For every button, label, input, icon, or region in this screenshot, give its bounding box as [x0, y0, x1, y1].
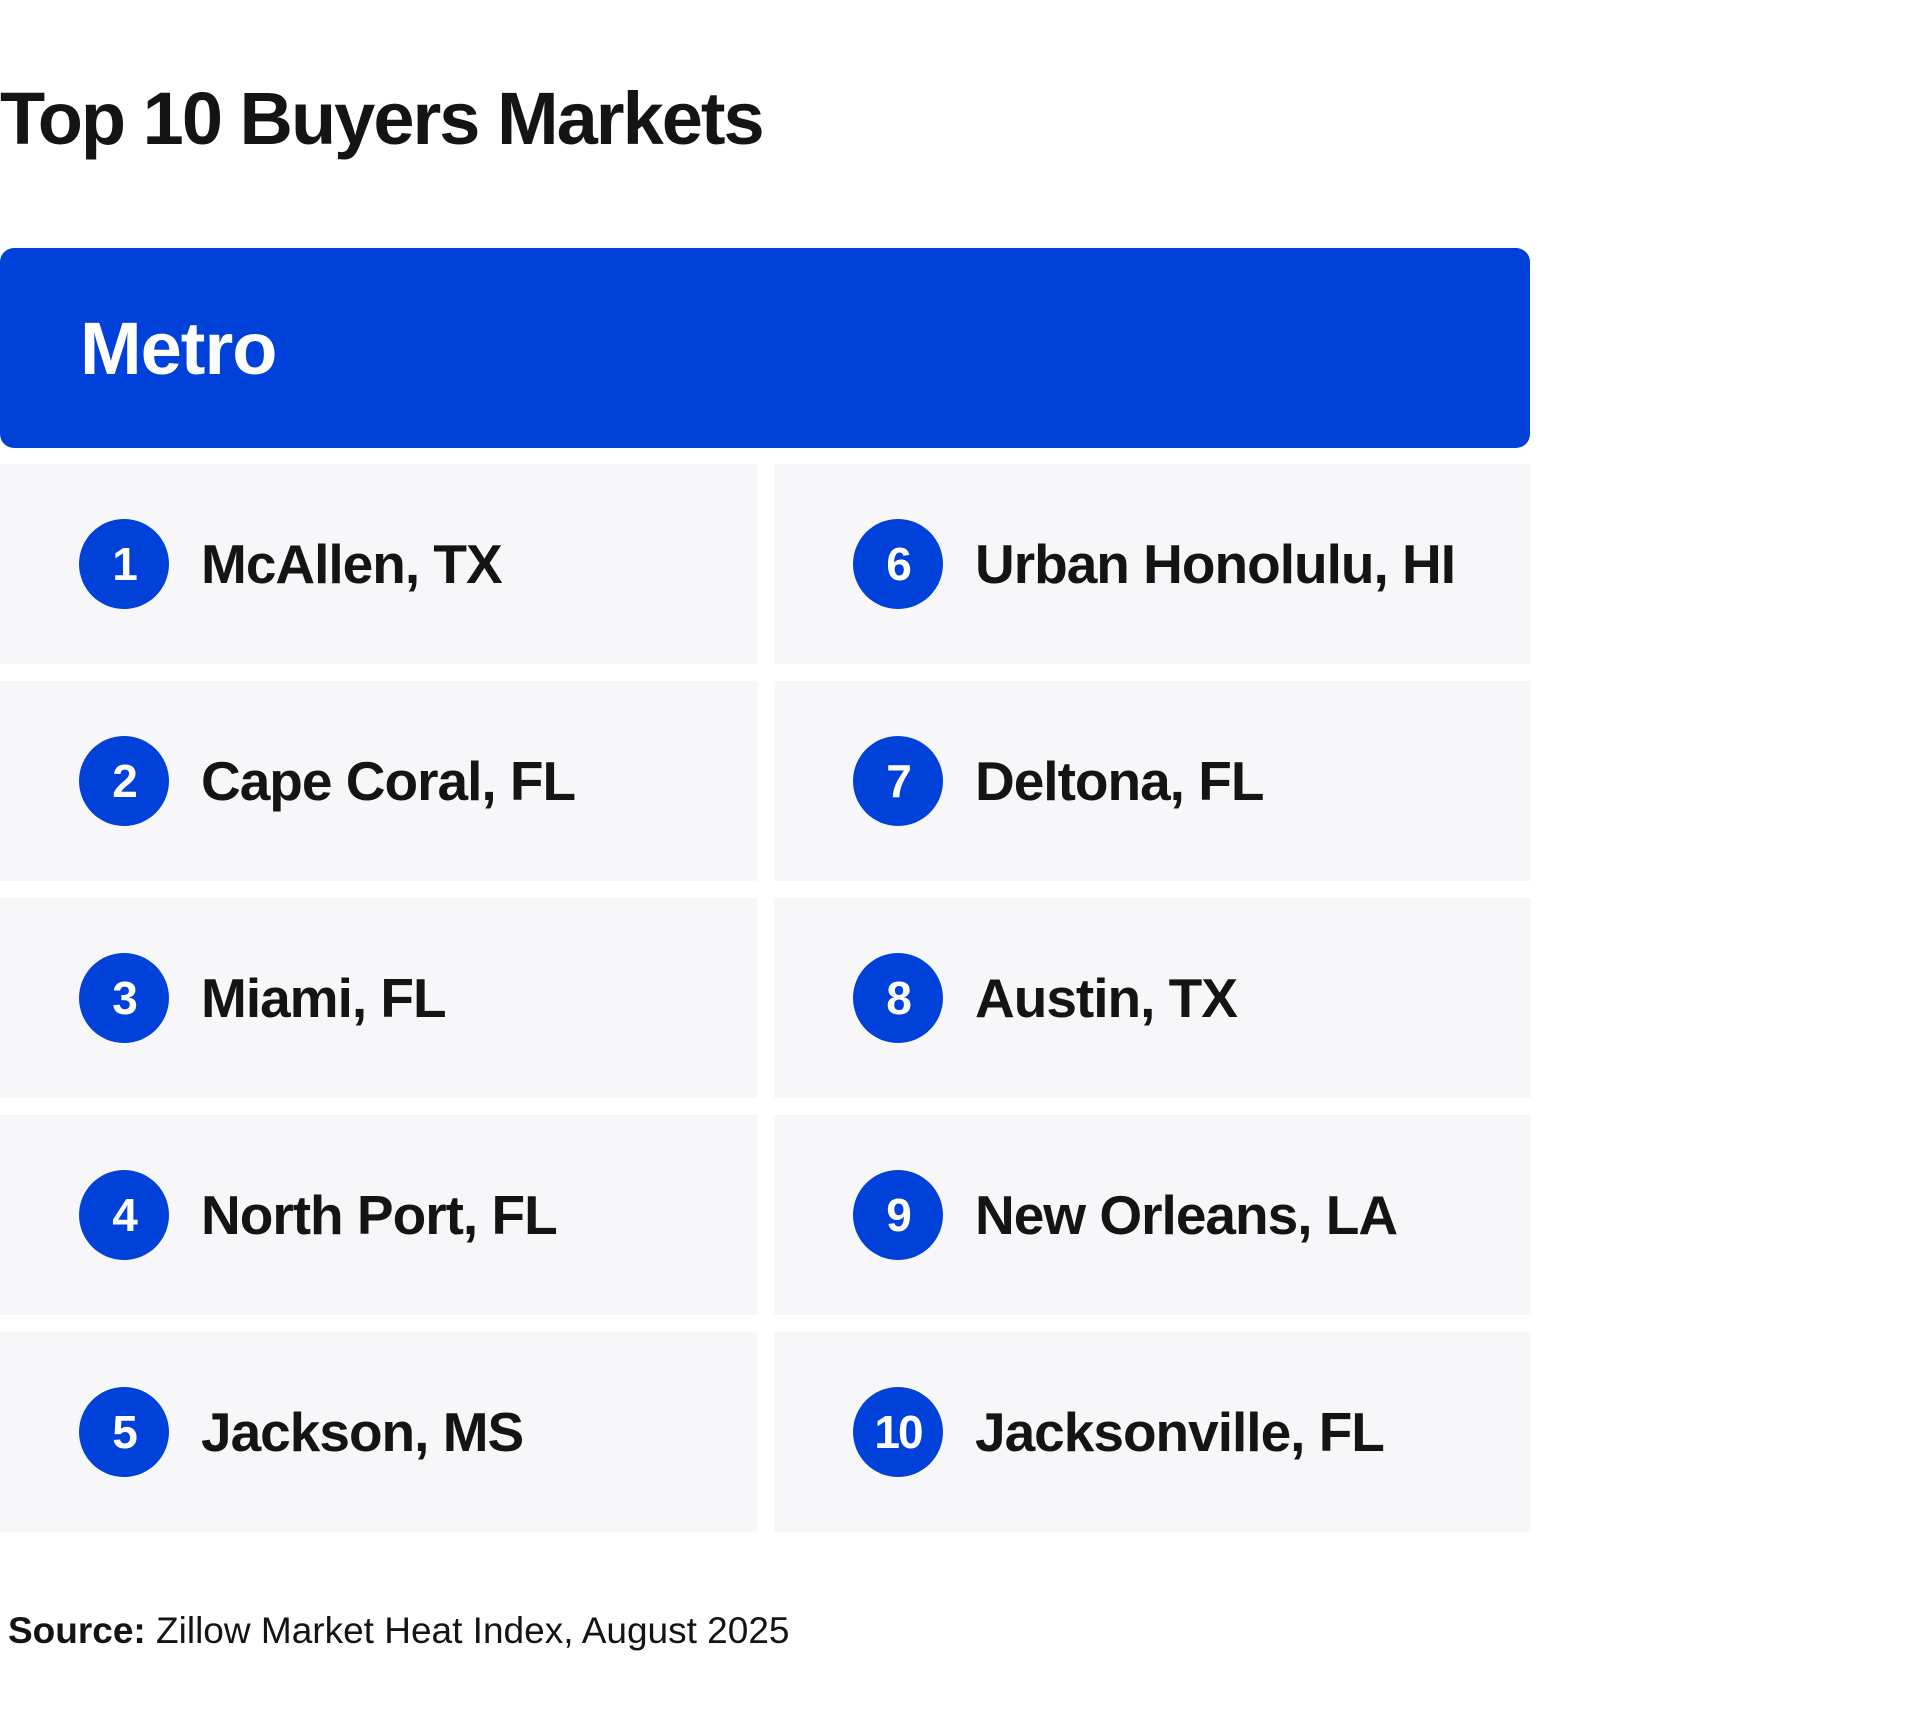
- market-item: 7 Deltona, FL: [774, 681, 1531, 881]
- market-item: 3 Miami, FL: [0, 898, 757, 1098]
- market-item: 5 Jackson, MS: [0, 1332, 757, 1532]
- market-item: 1 McAllen, TX: [0, 464, 757, 664]
- market-item: 10 Jacksonville, FL: [774, 1332, 1531, 1532]
- rank-badge: 2: [79, 736, 169, 826]
- rank-badge: 7: [853, 736, 943, 826]
- metro-name: Deltona, FL: [975, 750, 1264, 812]
- metro-name: Jackson, MS: [201, 1401, 524, 1463]
- metro-name: Jacksonville, FL: [975, 1401, 1385, 1463]
- markets-grid: 1 McAllen, TX 2 Cape Coral, FL 3 Miami, …: [0, 464, 1531, 1532]
- rank-badge: 9: [853, 1170, 943, 1260]
- table-header: Metro: [0, 248, 1530, 448]
- metro-name: Cape Coral, FL: [201, 750, 576, 812]
- rank-badge: 3: [79, 953, 169, 1043]
- metro-name: Miami, FL: [201, 967, 447, 1029]
- market-item: 8 Austin, TX: [774, 898, 1531, 1098]
- market-item: 2 Cape Coral, FL: [0, 681, 757, 881]
- market-item: 9 New Orleans, LA: [774, 1115, 1531, 1315]
- source-text: Zillow Market Heat Index, August 2025: [156, 1610, 790, 1651]
- rank-badge: 6: [853, 519, 943, 609]
- metro-name: New Orleans, LA: [975, 1184, 1398, 1246]
- source-note: Source: Zillow Market Heat Index, August…: [8, 1610, 790, 1652]
- metro-column-header: Metro: [80, 306, 277, 390]
- page-title: Top 10 Buyers Markets: [0, 77, 765, 160]
- metro-name: Urban Honolulu, HI: [975, 533, 1456, 595]
- rank-badge: 10: [853, 1387, 943, 1477]
- rank-badge: 8: [853, 953, 943, 1043]
- market-item: 4 North Port, FL: [0, 1115, 757, 1315]
- rank-badge: 4: [79, 1170, 169, 1260]
- metro-name: McAllen, TX: [201, 533, 503, 595]
- rank-badge: 5: [79, 1387, 169, 1477]
- market-item: 6 Urban Honolulu, HI: [774, 464, 1531, 664]
- source-label: Source:: [8, 1610, 146, 1651]
- metro-name: Austin, TX: [975, 967, 1238, 1029]
- metro-name: North Port, FL: [201, 1184, 558, 1246]
- rank-badge: 1: [79, 519, 169, 609]
